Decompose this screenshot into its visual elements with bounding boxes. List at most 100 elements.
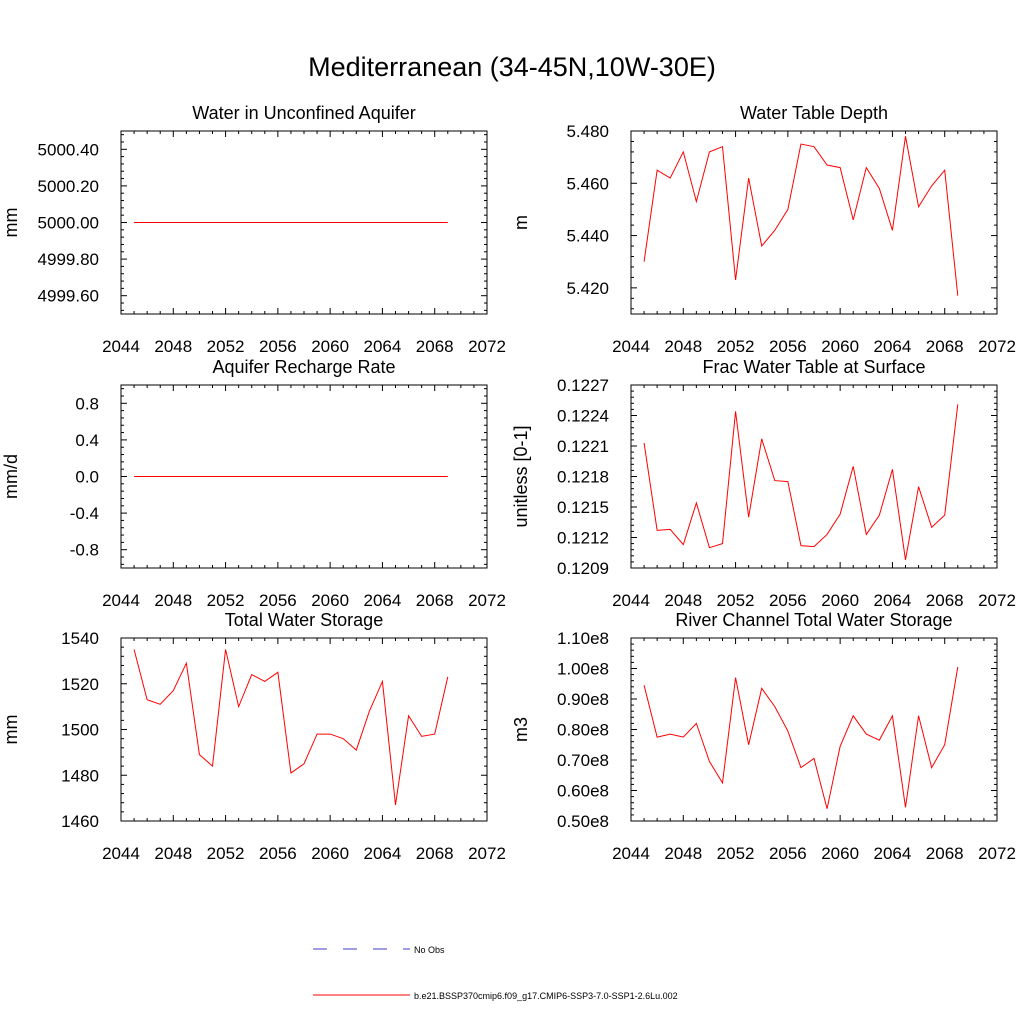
y-tick-label: 0.8 xyxy=(75,394,99,413)
y-tick-label: 5.480 xyxy=(566,122,609,141)
y-tick-label: 0.1224 xyxy=(557,407,609,426)
chart-panel-0: Water in Unconfined Aquifer mm 2044 2048 205… xyxy=(1,103,506,356)
y-tick-label: 1540 xyxy=(61,629,99,648)
y-tick-label: 1500 xyxy=(61,721,99,740)
x-tick-label: 2056 xyxy=(259,844,297,863)
y-tick-label: 5000.00 xyxy=(38,214,99,233)
x-tick-label: 2044 xyxy=(102,844,140,863)
x-tick-label: 2068 xyxy=(926,591,964,610)
x-tick-label: 2048 xyxy=(664,337,702,356)
y-tick-label: 1460 xyxy=(61,812,99,831)
y-tick-label: 0.1218 xyxy=(557,468,609,487)
x-tick-label: 2072 xyxy=(978,844,1016,863)
y-tick-label: 4999.80 xyxy=(38,250,99,269)
y-tick-label: 5000.40 xyxy=(38,140,99,159)
y-tick-label: 0.1212 xyxy=(557,529,609,548)
y-tick-label: 5.420 xyxy=(566,279,609,298)
x-tick-label: 2064 xyxy=(874,337,912,356)
x-tick-label: 2056 xyxy=(259,591,297,610)
series-line xyxy=(643,404,959,560)
x-tick-label: 2056 xyxy=(769,844,807,863)
y-tick-label: 0.1215 xyxy=(557,498,609,517)
y-tick-label: 0.90e8 xyxy=(557,690,609,709)
x-tick-label: 2044 xyxy=(102,337,140,356)
x-tick-label: 2060 xyxy=(821,337,859,356)
x-tick-label: 2072 xyxy=(468,337,506,356)
x-tick-label: 2064 xyxy=(874,591,912,610)
y-axis-label: m3 xyxy=(511,717,531,742)
legend-label: b.e21.BSSP370cmip6.f09_g17.CMIP6-SSP3-7.… xyxy=(414,991,678,1001)
x-tick-label: 2052 xyxy=(717,844,755,863)
panel-title: Total Water Storage xyxy=(225,610,383,630)
y-axis-label: m xyxy=(511,215,531,230)
x-tick-label: 2064 xyxy=(364,844,402,863)
x-tick-label: 2048 xyxy=(154,337,192,356)
x-tick-label: 2052 xyxy=(717,337,755,356)
x-tick-label: 2072 xyxy=(468,591,506,610)
y-tick-label: 1.00e8 xyxy=(557,660,609,679)
chart-panel-2: Aquifer Recharge Rate mm/d 2044 2048 2052 205… xyxy=(1,357,506,610)
series-line xyxy=(643,666,959,809)
x-tick-label: 2068 xyxy=(416,337,454,356)
y-tick-label: 1520 xyxy=(61,675,99,694)
y-tick-label: 0.1227 xyxy=(557,376,609,395)
chart-panel-5: River Channel Total Water Storage m3 2044 2… xyxy=(511,610,1016,863)
x-tick-label: 2048 xyxy=(154,591,192,610)
panel-title: Aquifer Recharge Rate xyxy=(212,357,395,377)
panel-title: Frac Water Table at Surface xyxy=(702,357,925,377)
x-tick-label: 2044 xyxy=(612,844,650,863)
plot-frame xyxy=(630,130,998,315)
x-tick-label: 2060 xyxy=(311,591,349,610)
plot-frame xyxy=(120,637,488,822)
y-tick-label: 1480 xyxy=(61,766,99,785)
page-title: Mediterranean (34-45N,10W-30E) xyxy=(308,52,716,82)
y-tick-label: 1.10e8 xyxy=(557,629,609,648)
x-tick-label: 2072 xyxy=(978,591,1016,610)
series-line xyxy=(643,136,959,296)
x-tick-label: 2056 xyxy=(259,337,297,356)
x-tick-label: 2068 xyxy=(926,844,964,863)
x-tick-label: 2068 xyxy=(416,844,454,863)
charts-canvas: Water in Unconfined Aquifer mm 2044 2048 205… xyxy=(1,103,1016,863)
x-tick-label: 2072 xyxy=(468,844,506,863)
x-tick-label: 2044 xyxy=(612,591,650,610)
y-tick-label: 0.0 xyxy=(75,468,99,487)
x-tick-label: 2060 xyxy=(821,844,859,863)
panel-title: River Channel Total Water Storage xyxy=(675,610,952,630)
x-tick-label: 2048 xyxy=(664,844,702,863)
x-tick-label: 2052 xyxy=(207,591,245,610)
y-tick-label: 0.1209 xyxy=(557,559,609,578)
x-tick-label: 2044 xyxy=(612,337,650,356)
legend-entry: No Obs xyxy=(313,945,445,955)
y-tick-label: 0.70e8 xyxy=(557,751,609,770)
y-axis-label: mm xyxy=(1,715,21,745)
y-tick-label: 5000.20 xyxy=(38,177,99,196)
x-tick-label: 2060 xyxy=(311,844,349,863)
x-tick-label: 2068 xyxy=(926,337,964,356)
x-tick-label: 2060 xyxy=(311,337,349,356)
plot-frame xyxy=(120,384,488,569)
y-axis-label: unitless [0-1] xyxy=(511,425,531,527)
x-tick-label: 2052 xyxy=(207,337,245,356)
legend: No Obs b.e21.BSSP370cmip6.f09_g17.CMIP6-S… xyxy=(313,945,678,1001)
x-tick-label: 2048 xyxy=(154,844,192,863)
legend-label: No Obs xyxy=(414,945,445,955)
y-tick-label: 5.440 xyxy=(566,227,609,246)
y-axis-label: mm/d xyxy=(1,454,21,499)
y-axis-label: mm xyxy=(1,208,21,238)
y-tick-label: -0.8 xyxy=(70,541,99,560)
y-tick-label: 5.460 xyxy=(566,174,609,193)
y-tick-label: -0.4 xyxy=(70,504,99,523)
y-tick-label: 4999.60 xyxy=(38,287,99,306)
panel-title: Water in Unconfined Aquifer xyxy=(192,103,415,123)
x-tick-label: 2072 xyxy=(978,337,1016,356)
x-tick-label: 2060 xyxy=(821,591,859,610)
x-tick-label: 2052 xyxy=(717,591,755,610)
x-tick-label: 2056 xyxy=(769,591,807,610)
x-tick-label: 2056 xyxy=(769,337,807,356)
x-tick-label: 2052 xyxy=(207,844,245,863)
x-tick-label: 2048 xyxy=(664,591,702,610)
y-tick-label: 0.4 xyxy=(75,431,99,450)
plot-frame xyxy=(630,384,998,569)
series-line xyxy=(133,649,449,806)
